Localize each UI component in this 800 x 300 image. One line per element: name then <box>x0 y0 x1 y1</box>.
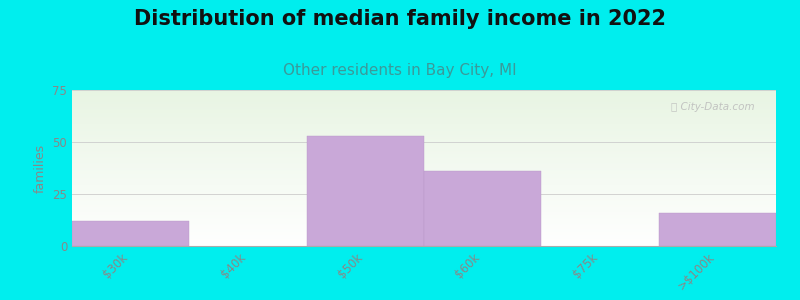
Text: Distribution of median family income in 2022: Distribution of median family income in … <box>134 9 666 29</box>
Bar <box>72 221 190 246</box>
Bar <box>424 171 542 246</box>
Bar <box>658 213 776 246</box>
Bar <box>306 136 424 246</box>
Y-axis label: families: families <box>34 143 46 193</box>
Text: Other residents in Bay City, MI: Other residents in Bay City, MI <box>283 63 517 78</box>
Text: ⓘ City-Data.com: ⓘ City-Data.com <box>671 103 755 112</box>
